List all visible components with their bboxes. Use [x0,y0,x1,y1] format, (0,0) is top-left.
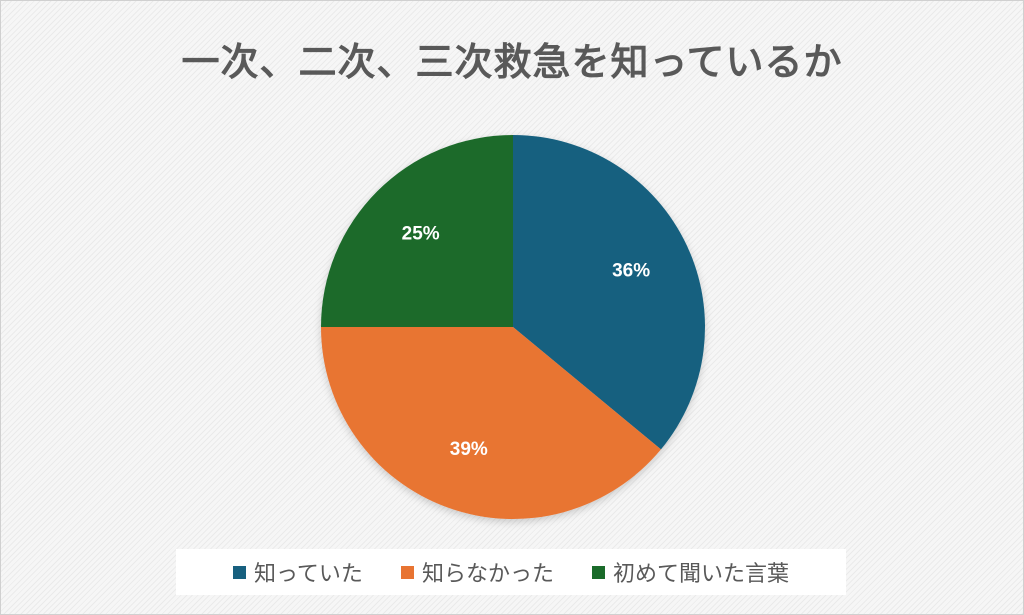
legend-label-2: 初めて聞いた言葉 [612,562,789,587]
chart-title: 一次、二次、三次救急を知っているか [181,40,843,84]
legend-swatch-1 [400,565,414,579]
pie-slice-label-2: 25% [402,224,440,245]
pie-slice-label-1: 39% [450,439,488,460]
legend: 知っていた 知らなかった 初めて聞いた言葉 [176,549,846,595]
legend-swatch-0 [233,565,247,579]
legend-item-0: 知っていた [233,556,363,588]
legend-label-1: 知らなかった [421,562,554,587]
pie-slice-label-0: 36% [612,260,650,281]
pie-slice-1 [321,327,661,519]
legend-label-0: 知っていた [254,562,363,587]
pie-labels: 36% 39% 25% [402,224,651,460]
legend-item-2: 初めて聞いた言葉 [591,556,789,588]
pie-slice-2 [321,135,513,327]
pie-slice-0 [513,135,705,450]
pie-slices [321,135,705,519]
legend-item-1: 知らなかった [400,556,554,588]
legend-swatch-2 [591,565,605,579]
